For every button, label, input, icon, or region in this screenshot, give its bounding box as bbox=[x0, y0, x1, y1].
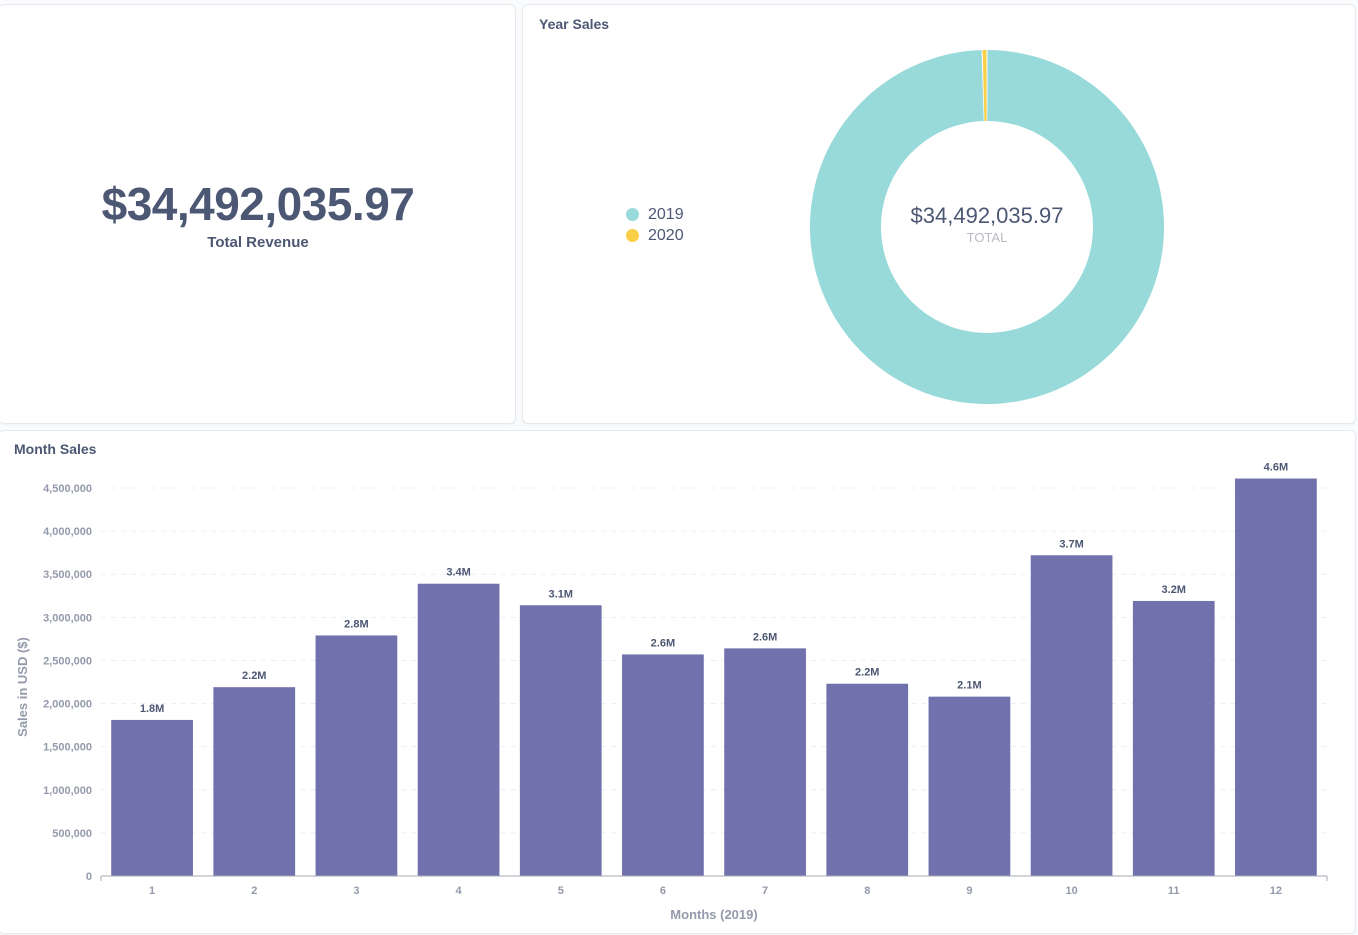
month-sales-bar-chart: 0 500,000 1,000,000 1,500,000 2,000,000 2,500… bbox=[15, 462, 1328, 922]
bar-data-label: 3.7M bbox=[1059, 538, 1083, 550]
year-sales-legend: 2019 2020 bbox=[626, 204, 684, 246]
total-revenue-value: $34,492,035.97 bbox=[101, 178, 415, 230]
bar-month-2[interactable] bbox=[213, 687, 296, 876]
x-tick-label: 11 bbox=[1168, 885, 1180, 897]
bar-data-label: 2.2M bbox=[855, 667, 879, 679]
x-tick-label: 10 bbox=[1065, 885, 1077, 897]
year-sales-donut-chart: $34,492,035.97 TOTAL bbox=[809, 50, 1164, 404]
bar-data-label: 2.1M bbox=[957, 680, 981, 692]
legend-label-2020: 2020 bbox=[648, 226, 684, 244]
bar-month-1[interactable] bbox=[111, 719, 193, 876]
bar-month-12[interactable] bbox=[1235, 478, 1317, 876]
legend-item-2020[interactable]: 2020 bbox=[626, 225, 684, 246]
legend-dot-2019 bbox=[626, 208, 639, 221]
legend-dot-2020 bbox=[626, 229, 639, 242]
x-tick-label: 6 bbox=[660, 885, 666, 897]
x-tick-label: 5 bbox=[558, 885, 564, 897]
year-sales-card[interactable]: Year Sales 2019 2020 $34,492,035.97 TOTA… bbox=[522, 4, 1356, 424]
bar-month-7[interactable] bbox=[724, 648, 806, 876]
x-tick-label: 12 bbox=[1270, 885, 1282, 897]
x-axis-title: Months (2019) bbox=[670, 907, 757, 922]
y-tick-label: 4,500,000 bbox=[43, 483, 92, 495]
bar-month-3[interactable] bbox=[315, 635, 398, 876]
bar-month-9[interactable] bbox=[928, 696, 1011, 876]
bar-data-label: 3.1M bbox=[549, 588, 573, 600]
x-tick-label: 9 bbox=[966, 885, 972, 897]
donut-center-value: $34,492,035.97 bbox=[911, 203, 1064, 228]
bar-month-11[interactable] bbox=[1132, 600, 1215, 876]
bar-data-label: 2.6M bbox=[753, 631, 777, 643]
bar-data-label: 3.4M bbox=[446, 567, 470, 579]
month-sales-title[interactable]: Month Sales bbox=[14, 441, 97, 457]
bar-data-label: 3.2M bbox=[1162, 584, 1186, 596]
bar-data-label: 2.6M bbox=[651, 637, 675, 649]
y-tick-label: 3,500,000 bbox=[43, 569, 92, 581]
bar-data-label: 2.8M bbox=[344, 618, 368, 630]
y-tick-label: 2,500,000 bbox=[43, 655, 92, 667]
donut-slice-2020[interactable] bbox=[982, 50, 987, 122]
y-tick-label: 3,000,000 bbox=[43, 612, 92, 624]
bar-month-4[interactable] bbox=[417, 583, 500, 876]
x-tick-label: 3 bbox=[353, 885, 359, 897]
bar-data-label: 4.6M bbox=[1264, 462, 1288, 474]
y-tick-label: 1,500,000 bbox=[43, 742, 92, 754]
month-sales-card[interactable]: Month Sales 0 500,000 1,000,000 1,500,000 2,… bbox=[0, 430, 1356, 934]
x-tick-label: 1 bbox=[149, 885, 155, 897]
x-tick-label: 2 bbox=[251, 885, 257, 897]
x-tick-label: 4 bbox=[456, 885, 463, 897]
total-revenue-card[interactable]: $34,492,035.97 Total Revenue bbox=[0, 4, 516, 424]
bar-month-8[interactable] bbox=[826, 683, 909, 876]
bar-month-10[interactable] bbox=[1030, 555, 1113, 876]
y-tick-label: 4,000,000 bbox=[43, 526, 92, 538]
bar-month-5[interactable] bbox=[519, 605, 602, 876]
total-revenue-label: Total Revenue bbox=[207, 234, 309, 251]
bar-data-label: 2.2M bbox=[242, 670, 266, 682]
x-tick-label: 7 bbox=[762, 885, 768, 897]
bar-month-6[interactable] bbox=[622, 654, 704, 876]
legend-item-2019[interactable]: 2019 bbox=[626, 204, 684, 225]
donut-center-label: TOTAL bbox=[967, 230, 1008, 245]
x-tick-label: 8 bbox=[864, 885, 870, 897]
donut-slice-2019[interactable] bbox=[809, 50, 1164, 404]
bar-data-label: 1.8M bbox=[140, 703, 164, 715]
y-tick-label: 1,000,000 bbox=[43, 785, 92, 797]
y-axis-title: Sales in USD ($) bbox=[15, 637, 30, 737]
y-tick-label: 500,000 bbox=[52, 828, 92, 840]
year-sales-title[interactable]: Year Sales bbox=[539, 16, 610, 32]
y-tick-label: 0 bbox=[86, 871, 92, 883]
legend-label-2019: 2019 bbox=[648, 205, 684, 223]
y-tick-label: 2,000,000 bbox=[43, 699, 92, 711]
